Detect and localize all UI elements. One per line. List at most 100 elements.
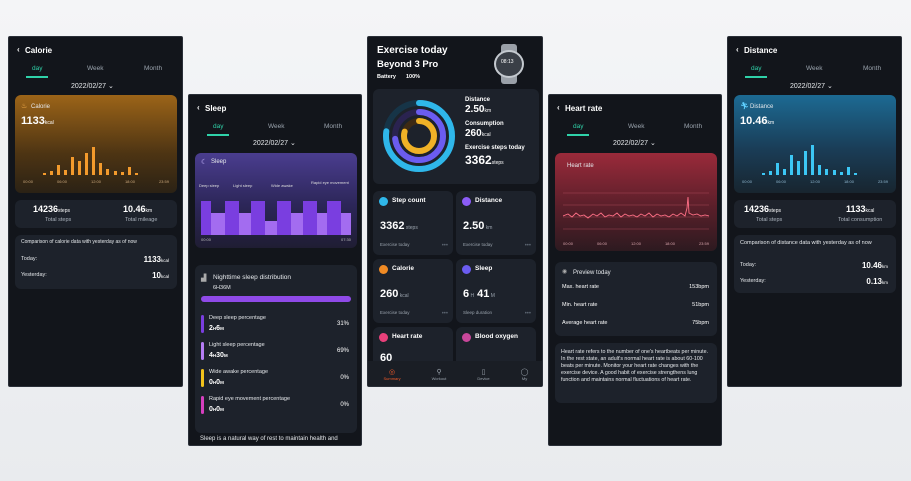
back-icon[interactable]: ‹ bbox=[17, 45, 20, 54]
sleep-distribution-card: ▟ Nighttime sleep distribution 6H36M Dee… bbox=[195, 265, 357, 433]
chevron-down-icon: ⌄ bbox=[650, 140, 656, 147]
tab-month[interactable]: Month bbox=[863, 65, 882, 72]
consumption-value: 260kcal bbox=[465, 129, 491, 139]
chart-bar bbox=[789, 155, 793, 175]
value-text: 14236 bbox=[744, 204, 770, 214]
metric-icon bbox=[379, 197, 388, 206]
metric-title: Blood oxygen bbox=[475, 333, 518, 340]
tab-day[interactable]: day bbox=[573, 123, 584, 130]
stage-duration: 2H6M bbox=[209, 325, 224, 332]
tab-day[interactable]: day bbox=[751, 65, 762, 72]
chart-bar bbox=[782, 169, 786, 175]
nav-device[interactable]: ▯ Device bbox=[477, 368, 489, 381]
metric-tile[interactable]: Step count 3362 steps Exercise today ••• bbox=[373, 191, 453, 255]
tab-underline bbox=[567, 134, 589, 136]
minutes: 6 bbox=[216, 325, 221, 332]
chart-bar bbox=[761, 173, 765, 175]
heart-rate-screen: ‹ Heart rate day Week Month 2022/02/27 ⌄… bbox=[548, 94, 722, 446]
tab-week[interactable]: Week bbox=[87, 65, 104, 72]
stage-label: Wide awake percentage bbox=[209, 369, 269, 375]
date-selector[interactable]: 2022/02/27 ⌄ bbox=[790, 83, 833, 90]
back-icon[interactable]: ‹ bbox=[557, 103, 560, 112]
calorie-chart-card: ♨ Calorie 1133kcal 00:00 06:00 12:00 18:… bbox=[15, 95, 177, 193]
totals-card: 14236steps Total steps 1133kcal Total co… bbox=[734, 200, 896, 228]
metric-title: Distance bbox=[475, 197, 503, 204]
total-mileage-label: Total mileage bbox=[125, 217, 158, 223]
date-selector[interactable]: 2022/02/27 ⌄ bbox=[613, 140, 656, 147]
back-icon[interactable]: ‹ bbox=[736, 45, 739, 54]
total-steps-label: Total steps bbox=[756, 217, 783, 223]
date-selector[interactable]: 2022/02/27 ⌄ bbox=[71, 83, 114, 90]
metric-icon bbox=[379, 265, 388, 274]
consumption-label: Consumption bbox=[465, 121, 504, 127]
tab-week[interactable]: Week bbox=[628, 123, 645, 130]
unit-text: steps bbox=[58, 208, 70, 214]
hours: 0 bbox=[209, 406, 213, 413]
chevron-down-icon: ⌄ bbox=[290, 140, 296, 147]
unit-text: km bbox=[767, 120, 775, 126]
metric-tile[interactable]: Calorie 260 kcal Exercise today ••• bbox=[373, 259, 453, 323]
metric-value: 2.50 km bbox=[463, 221, 492, 232]
metric-subtitle: Exercise today bbox=[463, 242, 493, 247]
sleep-block bbox=[251, 201, 265, 235]
metric-tile[interactable]: Heart rate 60 bbox=[373, 327, 453, 367]
eye-icon: ◉ bbox=[562, 269, 568, 275]
workout-icon: ⚲ bbox=[436, 369, 442, 376]
tab-day[interactable]: day bbox=[213, 123, 224, 130]
chart-bar bbox=[49, 171, 53, 175]
sleep-block bbox=[201, 201, 211, 235]
nav-label: Summary bbox=[383, 376, 401, 381]
legend-light: Light sleep bbox=[233, 183, 253, 188]
back-icon[interactable]: ‹ bbox=[197, 103, 200, 112]
tab-week[interactable]: Week bbox=[806, 65, 823, 72]
minutes-unit: M bbox=[220, 326, 224, 331]
total-steps-value: 14236steps bbox=[33, 205, 70, 214]
watch-face bbox=[494, 50, 524, 78]
runner-icon: 🏃︎ bbox=[740, 103, 749, 110]
yesterday-value: 0.13km bbox=[866, 278, 888, 286]
legend-awake: Wide awake bbox=[271, 183, 293, 188]
nav-my[interactable]: ◯ My bbox=[521, 368, 529, 381]
tab-day[interactable]: day bbox=[32, 65, 43, 72]
min-value: 51bpm bbox=[692, 302, 709, 308]
metric-tile[interactable]: Distance 2.50 km Exercise today ••• bbox=[456, 191, 536, 255]
nav-summary[interactable]: ◎ Summary bbox=[383, 368, 400, 381]
total-steps-value: 14236steps bbox=[744, 205, 781, 214]
chart-bar bbox=[811, 145, 815, 175]
metric-tile[interactable]: Sleep 6 H 41 M Sleep duration ••• bbox=[456, 259, 536, 323]
metric-value: 3362 steps bbox=[380, 221, 418, 232]
tab-month[interactable]: Month bbox=[684, 123, 703, 130]
info-text: Heart rate refers to the number of one's… bbox=[561, 349, 709, 383]
heart-rate-line bbox=[563, 192, 709, 230]
tab-week[interactable]: Week bbox=[268, 123, 285, 130]
battery-value: 100% bbox=[406, 74, 421, 80]
nav-label: My bbox=[521, 376, 528, 381]
total-mileage-value: 10.46km bbox=[123, 205, 152, 214]
sleep-block bbox=[239, 213, 251, 235]
date-selector[interactable]: 2022/02/27 ⌄ bbox=[253, 140, 296, 147]
sleep-footer: Sleep is a natural way of rest to mainta… bbox=[200, 436, 338, 442]
value-text: 1133 bbox=[143, 255, 161, 264]
hours-unit: H bbox=[212, 353, 217, 358]
device-icon: ▯ bbox=[481, 369, 486, 376]
metric-tile[interactable]: Blood oxygen bbox=[456, 327, 536, 367]
more-icon: ••• bbox=[441, 243, 448, 249]
device-model: Beyond 3 Pro bbox=[377, 59, 439, 70]
chart-bar bbox=[818, 165, 822, 175]
tab-month[interactable]: Month bbox=[144, 65, 163, 72]
exercise-screen: Exercise today Beyond 3 Pro Battery 100%… bbox=[367, 36, 543, 387]
unit-text: km bbox=[484, 108, 492, 114]
nav-workout[interactable]: ⚲ Workout bbox=[432, 368, 447, 381]
sleep-block bbox=[225, 201, 239, 235]
tab-month[interactable]: Month bbox=[324, 123, 343, 130]
metric-title: Sleep bbox=[475, 265, 493, 272]
stage-percent: 69% bbox=[336, 348, 349, 354]
unit-text: kcal bbox=[481, 132, 491, 138]
preview-title: Preview today bbox=[573, 270, 611, 276]
sleep-block bbox=[341, 213, 351, 235]
stage-duration: 0H0M bbox=[209, 379, 224, 386]
distance-value: 10.46km bbox=[740, 116, 774, 127]
battery-label: Battery bbox=[377, 74, 396, 80]
value-text: 10.46 bbox=[861, 261, 882, 270]
metric-icon bbox=[462, 265, 471, 274]
